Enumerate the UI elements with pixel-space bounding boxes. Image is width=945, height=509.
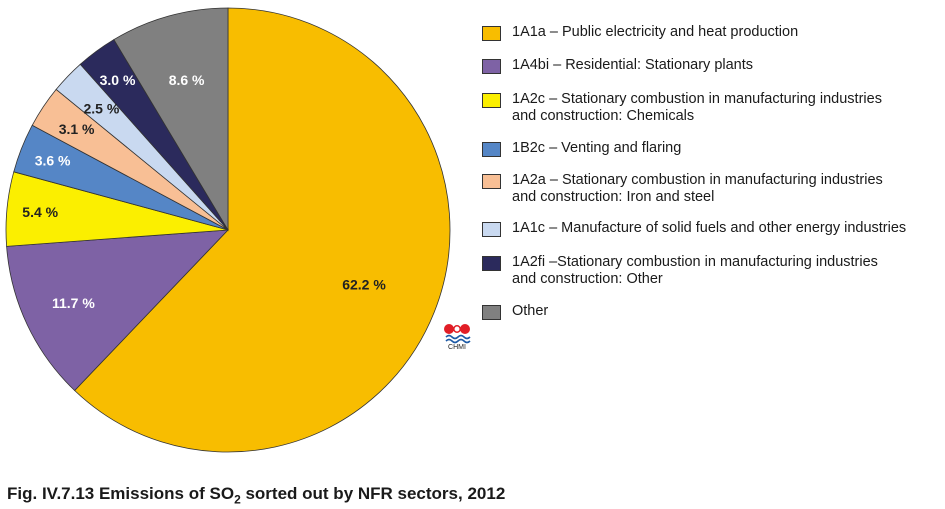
- legend-swatch: [482, 256, 501, 271]
- legend-swatch: [482, 305, 501, 320]
- caption-prefix: Fig. IV.7.13 Emissions of SO: [7, 484, 235, 503]
- legend-label: 1B2c – Venting and flaring: [512, 140, 945, 157]
- legend-label-line: 1A1a – Public electricity and heat produ…: [512, 24, 799, 40]
- pie-chart: 62.2 % 11.7 % 5.4 % 3.6 % 3.1 % 2.5 % 3.0 % 8.6…: [5, 7, 451, 453]
- legend-label-line: 1A4bi – Residential: Stationary plants: [512, 57, 754, 73]
- legend-label-line: 1A2a – Stationary combustion in manufact…: [512, 172, 883, 188]
- caption-suffix: sorted out by NFR sectors, 2012: [240, 484, 506, 503]
- legend-label: 1A2a – Stationary combustion in manufact…: [512, 172, 945, 206]
- pie-label-6: 3.0 %: [100, 72, 136, 88]
- legend-label-line: and construction: Other: [512, 271, 663, 287]
- legend-label: Other: [512, 303, 945, 320]
- legend-label: 1A2fi –Stationary combustion in manufact…: [512, 254, 945, 288]
- legend-label: 1A2c – Stationary combustion in manufact…: [512, 91, 945, 125]
- legend-swatch: [482, 222, 501, 237]
- legend-swatch: [482, 93, 501, 108]
- legend-swatch: [482, 174, 501, 189]
- legend-label-line: and construction: Iron and steel: [512, 189, 715, 205]
- legend-label-line: 1B2c – Venting and flaring: [512, 140, 682, 156]
- pie-slice-7: [113, 7, 229, 232]
- legend-swatch: [482, 59, 501, 74]
- chmi-logo-icon: [444, 324, 471, 344]
- legend-label-line: Other: [512, 303, 549, 319]
- pie-label-7: 8.6 %: [169, 72, 205, 88]
- chmi-logo: CHMI: [442, 322, 472, 356]
- figure-caption: Fig. IV.7.13 Emissions of SO2 sorted out…: [7, 484, 505, 506]
- pie-label-3: 3.6 %: [35, 152, 71, 168]
- pie-label-0: 62.2 %: [342, 277, 386, 293]
- pie-slice-1: [6, 229, 230, 392]
- legend-swatch: [482, 26, 501, 41]
- pie-label-1: 11.7 %: [52, 295, 95, 311]
- legend-label: 1A1c – Manufacture of solid fuels and ot…: [512, 220, 945, 237]
- legend-swatch: [482, 142, 501, 157]
- legend-label: 1A4bi – Residential: Stationary plants: [512, 57, 945, 74]
- caption-subscript: 2: [234, 492, 241, 507]
- legend-label-line: 1A1c – Manufacture of solid fuels and ot…: [512, 220, 907, 236]
- pie-label-5: 2.5 %: [83, 101, 119, 117]
- logo-text: CHMI: [448, 344, 466, 351]
- pie-label-2: 5.4 %: [22, 204, 58, 220]
- pie-label-4: 3.1 %: [59, 121, 95, 137]
- legend-label-line: and construction: Chemicals: [512, 108, 695, 124]
- legend-label-line: 1A2fi –Stationary combustion in manufact…: [512, 254, 878, 270]
- legend-label: 1A1a – Public electricity and heat produ…: [512, 24, 945, 41]
- pie-slice-0: [74, 7, 451, 453]
- legend-label-line: 1A2c – Stationary combustion in manufact…: [512, 91, 882, 107]
